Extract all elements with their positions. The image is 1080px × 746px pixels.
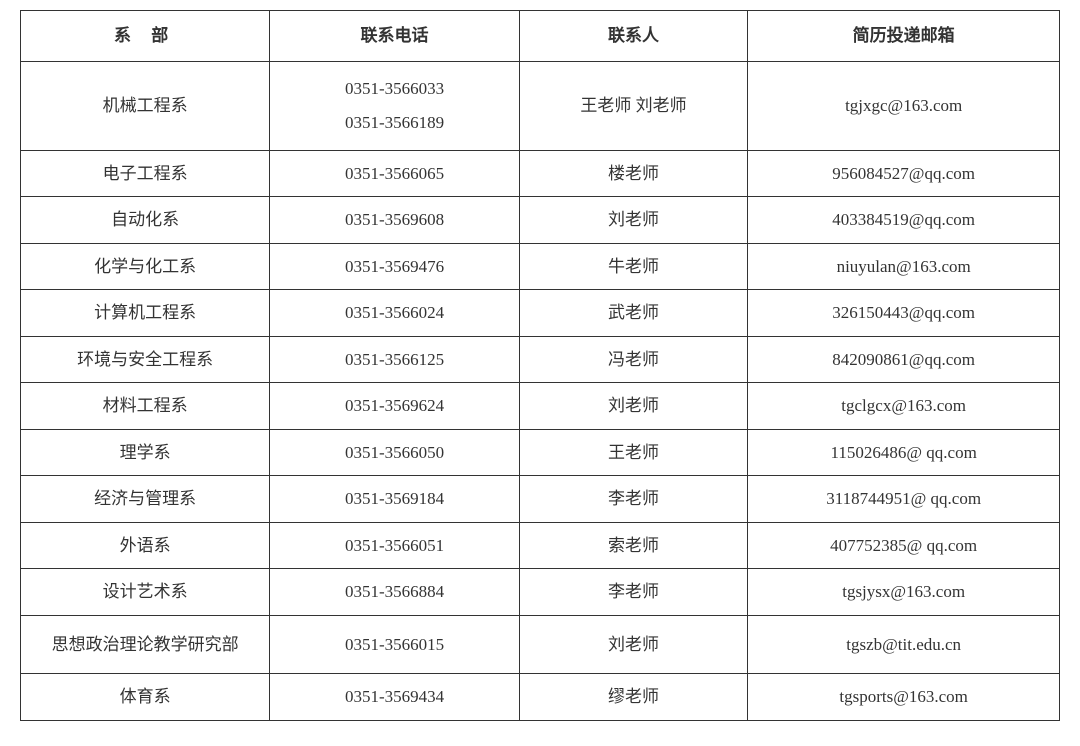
cell-phone: 0351-3566015 [270, 615, 519, 674]
cell-department: 环境与安全工程系 [21, 336, 270, 383]
cell-contact: 缪老师 [519, 674, 748, 721]
cell-email: tgjxgc@163.com [748, 61, 1060, 150]
cell-phone: 0351-3566051 [270, 522, 519, 569]
cell-contact: 牛老师 [519, 243, 748, 290]
header-department: 系 部 [21, 11, 270, 62]
cell-department: 材料工程系 [21, 383, 270, 430]
cell-email: tgclgcx@163.com [748, 383, 1060, 430]
cell-phone: 0351-3569434 [270, 674, 519, 721]
cell-phone: 0351-3566050 [270, 429, 519, 476]
table-row: 理学系0351-3566050王老师115026486@ qq.com [21, 429, 1060, 476]
cell-contact: 王老师 [519, 429, 748, 476]
cell-phone: 0351-3566125 [270, 336, 519, 383]
cell-phone: 0351-3566024 [270, 290, 519, 337]
table-body: 机械工程系0351-35660330351-3566189王老师 刘老师tgjx… [21, 61, 1060, 720]
table-row: 外语系0351-3566051索老师407752385@ qq.com [21, 522, 1060, 569]
header-contact: 联系人 [519, 11, 748, 62]
table-row: 计算机工程系0351-3566024武老师326150443@qq.com [21, 290, 1060, 337]
table-row: 体育系0351-3569434缪老师tgsports@163.com [21, 674, 1060, 721]
cell-department: 计算机工程系 [21, 290, 270, 337]
cell-contact: 李老师 [519, 476, 748, 523]
cell-email: tgszb@tit.edu.cn [748, 615, 1060, 674]
cell-email: 3118744951@ qq.com [748, 476, 1060, 523]
cell-email: tgsjysx@163.com [748, 569, 1060, 616]
cell-contact: 刘老师 [519, 197, 748, 244]
table-row: 电子工程系0351-3566065楼老师956084527@qq.com [21, 150, 1060, 197]
cell-department: 自动化系 [21, 197, 270, 244]
cell-email: 956084527@qq.com [748, 150, 1060, 197]
cell-phone: 0351-3569476 [270, 243, 519, 290]
cell-phone: 0351-3569184 [270, 476, 519, 523]
cell-email: 115026486@ qq.com [748, 429, 1060, 476]
cell-email: 326150443@qq.com [748, 290, 1060, 337]
header-phone: 联系电话 [270, 11, 519, 62]
cell-contact: 刘老师 [519, 615, 748, 674]
cell-email: 842090861@qq.com [748, 336, 1060, 383]
cell-department: 体育系 [21, 674, 270, 721]
contact-table: 系 部 联系电话 联系人 简历投递邮箱 机械工程系0351-3566033035… [20, 10, 1060, 721]
cell-email: tgsports@163.com [748, 674, 1060, 721]
cell-department: 思想政治理论教学研究部 [21, 615, 270, 674]
cell-contact: 武老师 [519, 290, 748, 337]
table-row: 自动化系0351-3569608刘老师403384519@qq.com [21, 197, 1060, 244]
table-row: 机械工程系0351-35660330351-3566189王老师 刘老师tgjx… [21, 61, 1060, 150]
cell-department: 电子工程系 [21, 150, 270, 197]
cell-phone: 0351-3569624 [270, 383, 519, 430]
cell-contact: 冯老师 [519, 336, 748, 383]
cell-department: 设计艺术系 [21, 569, 270, 616]
header-email: 简历投递邮箱 [748, 11, 1060, 62]
header-row: 系 部 联系电话 联系人 简历投递邮箱 [21, 11, 1060, 62]
cell-phone: 0351-3566065 [270, 150, 519, 197]
cell-email: niuyulan@163.com [748, 243, 1060, 290]
cell-department: 经济与管理系 [21, 476, 270, 523]
table-row: 化学与化工系0351-3569476牛老师niuyulan@163.com [21, 243, 1060, 290]
cell-department: 外语系 [21, 522, 270, 569]
table-header: 系 部 联系电话 联系人 简历投递邮箱 [21, 11, 1060, 62]
cell-department: 理学系 [21, 429, 270, 476]
cell-contact: 刘老师 [519, 383, 748, 430]
cell-email: 403384519@qq.com [748, 197, 1060, 244]
table-row: 设计艺术系0351-3566884李老师tgsjysx@163.com [21, 569, 1060, 616]
phone-line: 0351-3566189 [276, 106, 512, 140]
table-row: 环境与安全工程系0351-3566125冯老师842090861@qq.com [21, 336, 1060, 383]
contact-table-container: 系 部 联系电话 联系人 简历投递邮箱 机械工程系0351-3566033035… [10, 10, 1070, 721]
cell-contact: 王老师 刘老师 [519, 61, 748, 150]
cell-contact: 李老师 [519, 569, 748, 616]
cell-contact: 索老师 [519, 522, 748, 569]
table-row: 思想政治理论教学研究部0351-3566015刘老师tgszb@tit.edu.… [21, 615, 1060, 674]
table-row: 经济与管理系0351-3569184李老师3118744951@ qq.com [21, 476, 1060, 523]
cell-department: 机械工程系 [21, 61, 270, 150]
phone-line: 0351-3566033 [276, 72, 512, 106]
cell-department: 化学与化工系 [21, 243, 270, 290]
table-row: 材料工程系0351-3569624刘老师tgclgcx@163.com [21, 383, 1060, 430]
cell-phone: 0351-3566884 [270, 569, 519, 616]
cell-email: 407752385@ qq.com [748, 522, 1060, 569]
cell-phone: 0351-3569608 [270, 197, 519, 244]
cell-contact: 楼老师 [519, 150, 748, 197]
cell-phone: 0351-35660330351-3566189 [270, 61, 519, 150]
